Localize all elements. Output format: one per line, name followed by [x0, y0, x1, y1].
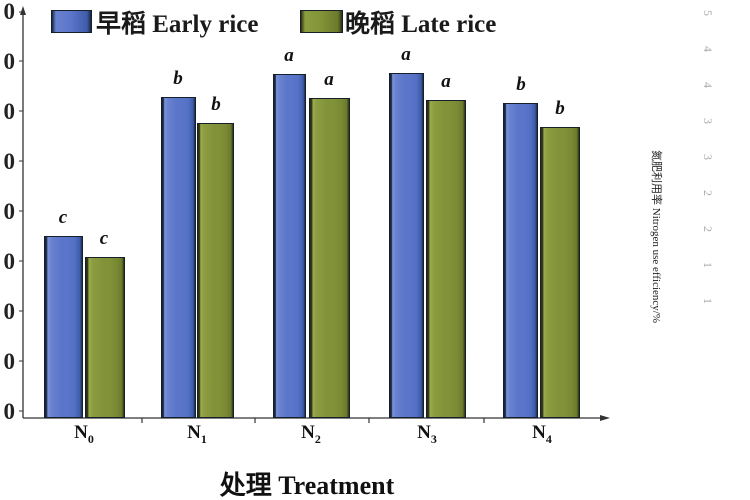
svg-text:0: 0 [4, 99, 16, 124]
svg-text:0: 0 [4, 349, 16, 374]
svg-text:0: 0 [4, 149, 16, 174]
svg-text:0: 0 [4, 299, 16, 324]
svg-text:0: 0 [4, 49, 16, 74]
svg-text:0: 0 [4, 249, 16, 274]
svg-text:0: 0 [4, 0, 16, 24]
svg-text:0: 0 [4, 399, 16, 424]
svg-text:0: 0 [4, 199, 16, 224]
